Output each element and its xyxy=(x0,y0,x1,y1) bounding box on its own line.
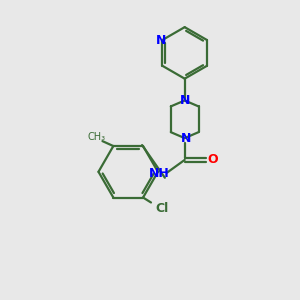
Text: N: N xyxy=(156,34,167,46)
Text: O: O xyxy=(207,153,218,167)
Text: N: N xyxy=(181,132,191,145)
Text: N: N xyxy=(179,94,190,107)
Text: NH: NH xyxy=(148,167,169,180)
Text: Cl: Cl xyxy=(155,202,169,215)
Text: CH₃: CH₃ xyxy=(87,132,106,142)
